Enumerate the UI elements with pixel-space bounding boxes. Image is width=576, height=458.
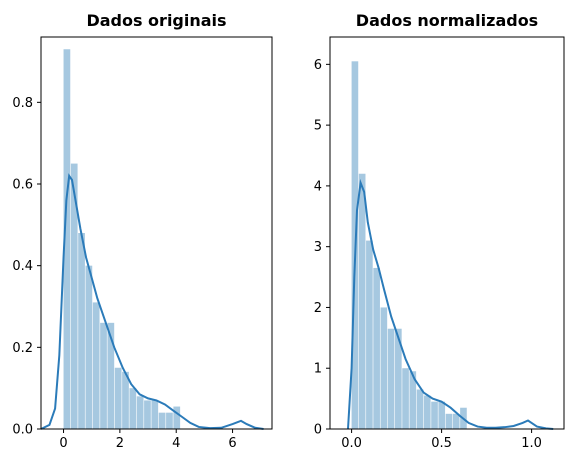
histogram-bar bbox=[409, 371, 417, 429]
histogram-bar bbox=[63, 49, 71, 429]
histogram-bar bbox=[122, 371, 129, 429]
y-tick-label: 4 bbox=[314, 179, 322, 194]
histogram-bar bbox=[438, 401, 446, 429]
histogram-bar bbox=[366, 240, 373, 429]
x-tick-label: 6 bbox=[228, 436, 236, 451]
histogram-bar bbox=[373, 267, 380, 429]
y-tick-label: 6 bbox=[314, 58, 322, 73]
histogram-bar bbox=[158, 412, 166, 429]
histogram-bar bbox=[402, 368, 409, 429]
x-tick-label: 0.5 bbox=[431, 436, 452, 451]
histogram-bar bbox=[173, 406, 181, 429]
y-tick-label: 0.2 bbox=[12, 341, 33, 356]
x-tick-label: 0 bbox=[59, 436, 67, 451]
plot-frame bbox=[40, 36, 273, 430]
y-tick-label: 5 bbox=[314, 119, 322, 134]
kde-curve bbox=[40, 173, 264, 430]
x-tick-label: 4 bbox=[172, 436, 180, 451]
histogram-bar bbox=[380, 307, 388, 429]
y-tick-label: 1 bbox=[314, 362, 322, 377]
histogram-bar bbox=[395, 328, 402, 429]
histogram-bar bbox=[107, 322, 115, 429]
histogram-bar bbox=[358, 173, 366, 429]
histogram-bar bbox=[114, 367, 122, 429]
chart-title: Dados normalizados bbox=[356, 11, 538, 30]
y-tick-label: 0 bbox=[314, 423, 322, 438]
histogram-bar bbox=[129, 388, 137, 429]
y-tick-label: 0.4 bbox=[12, 259, 33, 274]
histogram-bar bbox=[387, 328, 395, 429]
histogram-bar bbox=[85, 265, 93, 429]
chart-title: Dados originais bbox=[86, 11, 226, 30]
histogram-bar bbox=[423, 395, 431, 429]
x-tick-label: 2 bbox=[116, 436, 124, 451]
histogram-bar bbox=[166, 412, 173, 429]
histogram-bar bbox=[445, 413, 453, 429]
y-tick-label: 2 bbox=[314, 301, 322, 316]
histogram-bar bbox=[92, 302, 100, 429]
histogram-bar bbox=[78, 233, 85, 429]
histogram-bar bbox=[144, 400, 151, 429]
histogram-bar bbox=[416, 389, 424, 429]
histogram-bar bbox=[70, 163, 78, 429]
x-tick-label: 1.0 bbox=[521, 436, 542, 451]
subplot-1: 0 2 4 6 0.0 0.2 0.4 0.6 0.8 Dados originais bbox=[12, 11, 273, 451]
x-tick-label: 0.0 bbox=[341, 436, 362, 451]
y-tick-label: 3 bbox=[314, 240, 322, 255]
histogram-bar bbox=[151, 400, 159, 429]
histogram-bar bbox=[431, 401, 438, 429]
histogram-bar bbox=[100, 322, 107, 429]
y-tick-label: 0.8 bbox=[12, 96, 33, 111]
y-tick-label: 0.6 bbox=[12, 178, 33, 193]
plot-frame bbox=[329, 36, 565, 430]
kde-curve bbox=[347, 178, 554, 430]
histogram-bar bbox=[136, 396, 144, 429]
histogram-bar bbox=[452, 413, 460, 429]
y-tick-label: 0.0 bbox=[12, 423, 33, 438]
subplot-2: 0.0 0.5 1.0 0 1 2 3 4 5 6 Dados normalizados bbox=[314, 11, 565, 451]
